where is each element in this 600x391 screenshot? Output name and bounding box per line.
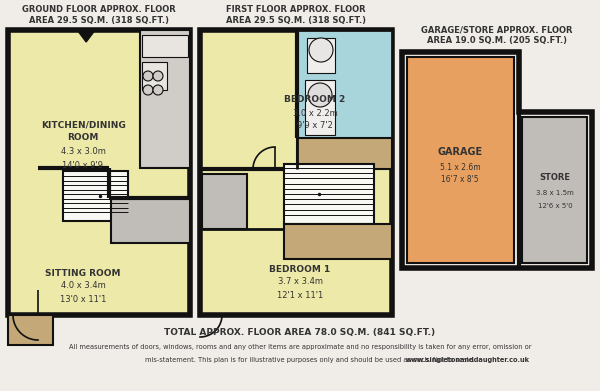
- Text: www.singletonanddaughter.co.uk: www.singletonanddaughter.co.uk: [406, 357, 530, 363]
- Bar: [202, 174, 247, 229]
- Text: 9'9 x 7'2: 9'9 x 7'2: [297, 122, 333, 131]
- Text: KITCHEN/DINING: KITCHEN/DINING: [41, 120, 125, 129]
- Polygon shape: [8, 315, 53, 345]
- Bar: [407, 57, 514, 263]
- Text: GARAGE: GARAGE: [437, 147, 482, 157]
- Text: 3.7 x 3.4m: 3.7 x 3.4m: [277, 278, 323, 287]
- Text: mis-statement. This plan is for illustrative purposes only and should be used as: mis-statement. This plan is for illustra…: [145, 357, 475, 363]
- Bar: [63, 171, 128, 221]
- Text: 4.3 x 3.0m: 4.3 x 3.0m: [61, 147, 106, 156]
- Bar: [305, 80, 335, 135]
- Text: 3.0 x 2.2m: 3.0 x 2.2m: [293, 108, 337, 118]
- Polygon shape: [402, 52, 592, 268]
- Polygon shape: [77, 30, 95, 42]
- Bar: [140, 30, 190, 168]
- Text: 12'6 x 5'0: 12'6 x 5'0: [538, 203, 572, 209]
- Bar: [200, 30, 392, 315]
- Text: 3.8 x 1.5m: 3.8 x 1.5m: [536, 190, 574, 196]
- Text: STORE: STORE: [539, 174, 571, 183]
- Bar: [297, 138, 392, 169]
- Bar: [284, 164, 374, 224]
- Text: 14'0 x 9'9: 14'0 x 9'9: [62, 160, 104, 170]
- Text: 4.0 x 3.4m: 4.0 x 3.4m: [61, 282, 106, 291]
- Text: 16'7 x 8'5: 16'7 x 8'5: [441, 176, 479, 185]
- Text: TOTAL APPROX. FLOOR AREA 78.0 SQ.M. (841 SQ.FT.): TOTAL APPROX. FLOOR AREA 78.0 SQ.M. (841…: [164, 328, 436, 337]
- Text: GROUND FLOOR APPROX. FLOOR
AREA 29.5 SQ.M. (318 SQ.FT.): GROUND FLOOR APPROX. FLOOR AREA 29.5 SQ.…: [22, 5, 176, 25]
- Text: SITTING ROOM: SITTING ROOM: [45, 269, 121, 278]
- Bar: [284, 224, 392, 259]
- Text: GARAGE/STORE APPROX. FLOOR
AREA 19.0 SQ.M. (205 SQ.FT.): GARAGE/STORE APPROX. FLOOR AREA 19.0 SQ.…: [421, 25, 573, 45]
- Circle shape: [143, 85, 153, 95]
- Bar: [307, 38, 335, 73]
- Text: BEDROOM 2: BEDROOM 2: [284, 95, 346, 104]
- Circle shape: [143, 71, 153, 81]
- Text: All measurements of doors, windows, rooms and any other items are approximate an: All measurements of doors, windows, room…: [69, 344, 531, 350]
- Circle shape: [153, 71, 163, 81]
- Text: 13'0 x 11'1: 13'0 x 11'1: [60, 294, 106, 303]
- Text: 5.1 x 2.6m: 5.1 x 2.6m: [440, 163, 481, 172]
- Text: 12'1 x 11'1: 12'1 x 11'1: [277, 291, 323, 300]
- Text: FIRST FLOOR APPROX. FLOOR
AREA 29.5 SQ.M. (318 SQ.FT.): FIRST FLOOR APPROX. FLOOR AREA 29.5 SQ.M…: [226, 5, 366, 25]
- Text: BEDROOM 1: BEDROOM 1: [269, 264, 331, 273]
- Bar: [142, 35, 188, 57]
- Bar: [522, 117, 587, 263]
- Bar: [142, 62, 167, 90]
- Bar: [111, 198, 190, 243]
- Circle shape: [308, 83, 332, 107]
- Bar: [297, 30, 392, 138]
- Text: ROOM: ROOM: [67, 133, 98, 142]
- Circle shape: [309, 38, 333, 62]
- Circle shape: [153, 85, 163, 95]
- Bar: [8, 30, 190, 315]
